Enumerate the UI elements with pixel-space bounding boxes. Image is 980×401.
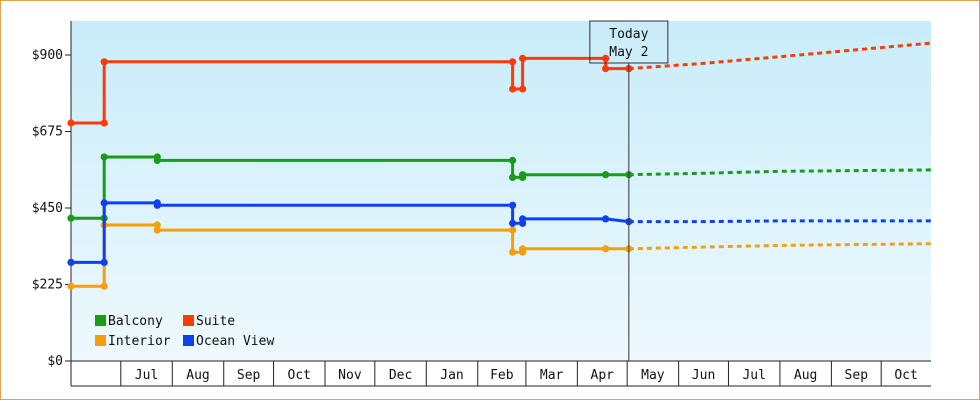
data-point	[509, 156, 517, 164]
plot-background	[71, 21, 931, 361]
data-point	[509, 219, 517, 227]
data-point	[67, 119, 75, 127]
legend-swatch	[183, 335, 194, 346]
data-point	[519, 215, 527, 223]
data-point	[519, 54, 527, 63]
x-tick-label: Aug	[794, 368, 817, 383]
data-point	[67, 214, 75, 222]
data-point	[100, 58, 108, 66]
x-tick-label: Jan	[440, 368, 463, 383]
x-tick-label: May	[641, 368, 665, 383]
legend-label: Suite	[196, 314, 235, 329]
legend-item-balcony: Balcony	[95, 314, 163, 329]
data-point	[153, 226, 161, 234]
data-point	[602, 65, 610, 73]
data-point	[509, 226, 517, 234]
y-tick-label: $450	[32, 201, 63, 216]
series-forecast-ocean-view	[628, 219, 931, 224]
x-tick-label: Apr	[591, 368, 615, 383]
x-tick-label: Jun	[692, 368, 715, 383]
today-date: May 2	[609, 45, 648, 60]
data-point	[509, 201, 517, 209]
x-tick-label: Oct	[288, 368, 311, 383]
legend-item-ocean-view: Ocean View	[183, 334, 274, 349]
legend: Balcony Suite Interior Ocean View	[95, 314, 274, 349]
x-tick-label: Sep	[237, 368, 261, 383]
data-point	[153, 201, 161, 209]
data-point	[602, 54, 610, 63]
data-point	[67, 258, 75, 266]
legend-label: Balcony	[108, 314, 163, 329]
legend-item-interior: Interior	[95, 334, 171, 349]
x-tick-label: Aug	[186, 368, 209, 383]
data-point	[67, 282, 75, 290]
data-point	[153, 156, 161, 164]
series-ocean-view	[67, 199, 931, 266]
data-point	[100, 282, 108, 290]
x-tick-label: Jul	[135, 368, 158, 383]
y-tick-label: $225	[32, 278, 63, 293]
legend-item-suite: Suite	[183, 314, 235, 329]
legend-swatch	[183, 315, 194, 326]
today-label: Today	[609, 27, 648, 42]
y-tick-label: $675	[32, 125, 63, 140]
y-tick-label: $900	[32, 48, 63, 63]
data-point	[100, 119, 108, 127]
data-point	[153, 221, 161, 229]
legend-swatch	[95, 315, 106, 326]
x-tick-label: Sep	[845, 368, 869, 383]
series-balcony	[67, 153, 932, 222]
series-forecast-interior	[628, 242, 932, 251]
x-tick-label: Oct	[894, 368, 917, 383]
x-tick-label: Mar	[540, 368, 564, 383]
legend-label: Ocean View	[196, 334, 274, 349]
series-layer	[67, 41, 932, 290]
x-tick-label: Jul	[742, 368, 765, 383]
data-point	[100, 199, 108, 207]
axes: $0 $225 $450 $675 $900 Jul Aug Sep Oct Nov Dec Jan F…	[32, 21, 931, 387]
today-box	[589, 20, 669, 64]
data-point	[100, 153, 108, 161]
data-point	[519, 171, 527, 179]
data-point	[519, 85, 527, 93]
series-forecast-balcony	[628, 168, 932, 177]
data-point	[602, 171, 610, 179]
data-point	[602, 245, 610, 253]
series-forecast-suite	[628, 41, 932, 71]
data-point	[509, 173, 517, 181]
legend-swatch	[95, 335, 106, 346]
data-point	[519, 245, 527, 253]
data-point	[602, 215, 610, 223]
legend-label: Interior	[108, 334, 171, 349]
data-point	[509, 85, 517, 93]
y-tick-label: $0	[47, 354, 63, 369]
today-marker: Today May 2	[589, 20, 669, 361]
x-tick-label: Dec	[389, 368, 412, 383]
x-tick-label: Feb	[490, 368, 514, 383]
data-point	[100, 258, 108, 266]
x-tick-label: Nov	[338, 368, 362, 383]
data-point	[509, 248, 517, 256]
data-point	[509, 58, 517, 66]
